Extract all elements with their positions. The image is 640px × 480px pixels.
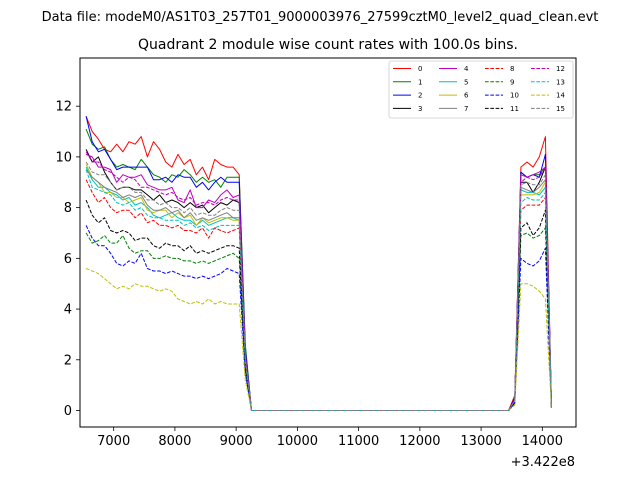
x-tick-label: 13000 [460, 434, 501, 449]
series-line-15 [85, 161, 552, 411]
legend-label-2: 2 [418, 92, 422, 100]
x-tick-label: 14000 [522, 434, 563, 449]
series-line-13 [85, 169, 552, 411]
legend-label-10: 10 [510, 92, 519, 100]
legend-label-15: 15 [556, 105, 565, 113]
legend-label-5: 5 [464, 78, 468, 86]
legend-label-8: 8 [510, 65, 514, 73]
x-axis: 7000 8000 9000 10000 11000 12000 13000 14000 [97, 427, 563, 449]
x-tick-label: 7000 [97, 434, 130, 449]
legend-label-4: 4 [464, 65, 469, 73]
legend-label-12: 12 [556, 65, 565, 73]
series-line-14 [85, 268, 552, 411]
legend-label-6: 6 [464, 92, 469, 100]
legend-label-1: 1 [418, 78, 422, 86]
legend-label-13: 13 [556, 78, 565, 86]
figure-suptitle: Data file: modeM0/AS1T03_257T01_90000039… [42, 10, 599, 25]
x-tick-label: 12000 [399, 434, 440, 449]
y-axis: 0 2 4 6 8 10 12 [55, 100, 80, 419]
y-tick-label: 10 [55, 150, 72, 165]
series-layer [85, 116, 552, 411]
legend-label-14: 14 [556, 92, 565, 100]
legend-label-11: 11 [510, 105, 519, 113]
legend-label-3: 3 [418, 105, 422, 113]
x-tick-label: 9000 [220, 434, 253, 449]
y-tick-label: 2 [64, 353, 72, 368]
y-tick-label: 12 [55, 100, 72, 115]
y-tick-label: 0 [64, 404, 72, 419]
legend-label-7: 7 [464, 105, 468, 113]
x-tick-label: 10000 [277, 434, 318, 449]
legend-label-9: 9 [510, 78, 514, 86]
axes-frame [79, 57, 577, 428]
plot-area: 7000 8000 9000 10000 11000 12000 13000 14000 0 2… [55, 57, 577, 449]
legend-label-0: 0 [418, 65, 422, 73]
x-axis-offset: +3.422e8 [511, 455, 575, 470]
y-tick-label: 6 [64, 252, 72, 267]
legend-frame [388, 60, 574, 119]
y-tick-label: 8 [64, 201, 72, 216]
y-tick-label: 4 [64, 303, 72, 318]
chart-title: Quadrant 2 module wise count rates with … [138, 37, 518, 53]
x-tick-label: 11000 [338, 434, 379, 449]
x-tick-label: 8000 [158, 434, 191, 449]
